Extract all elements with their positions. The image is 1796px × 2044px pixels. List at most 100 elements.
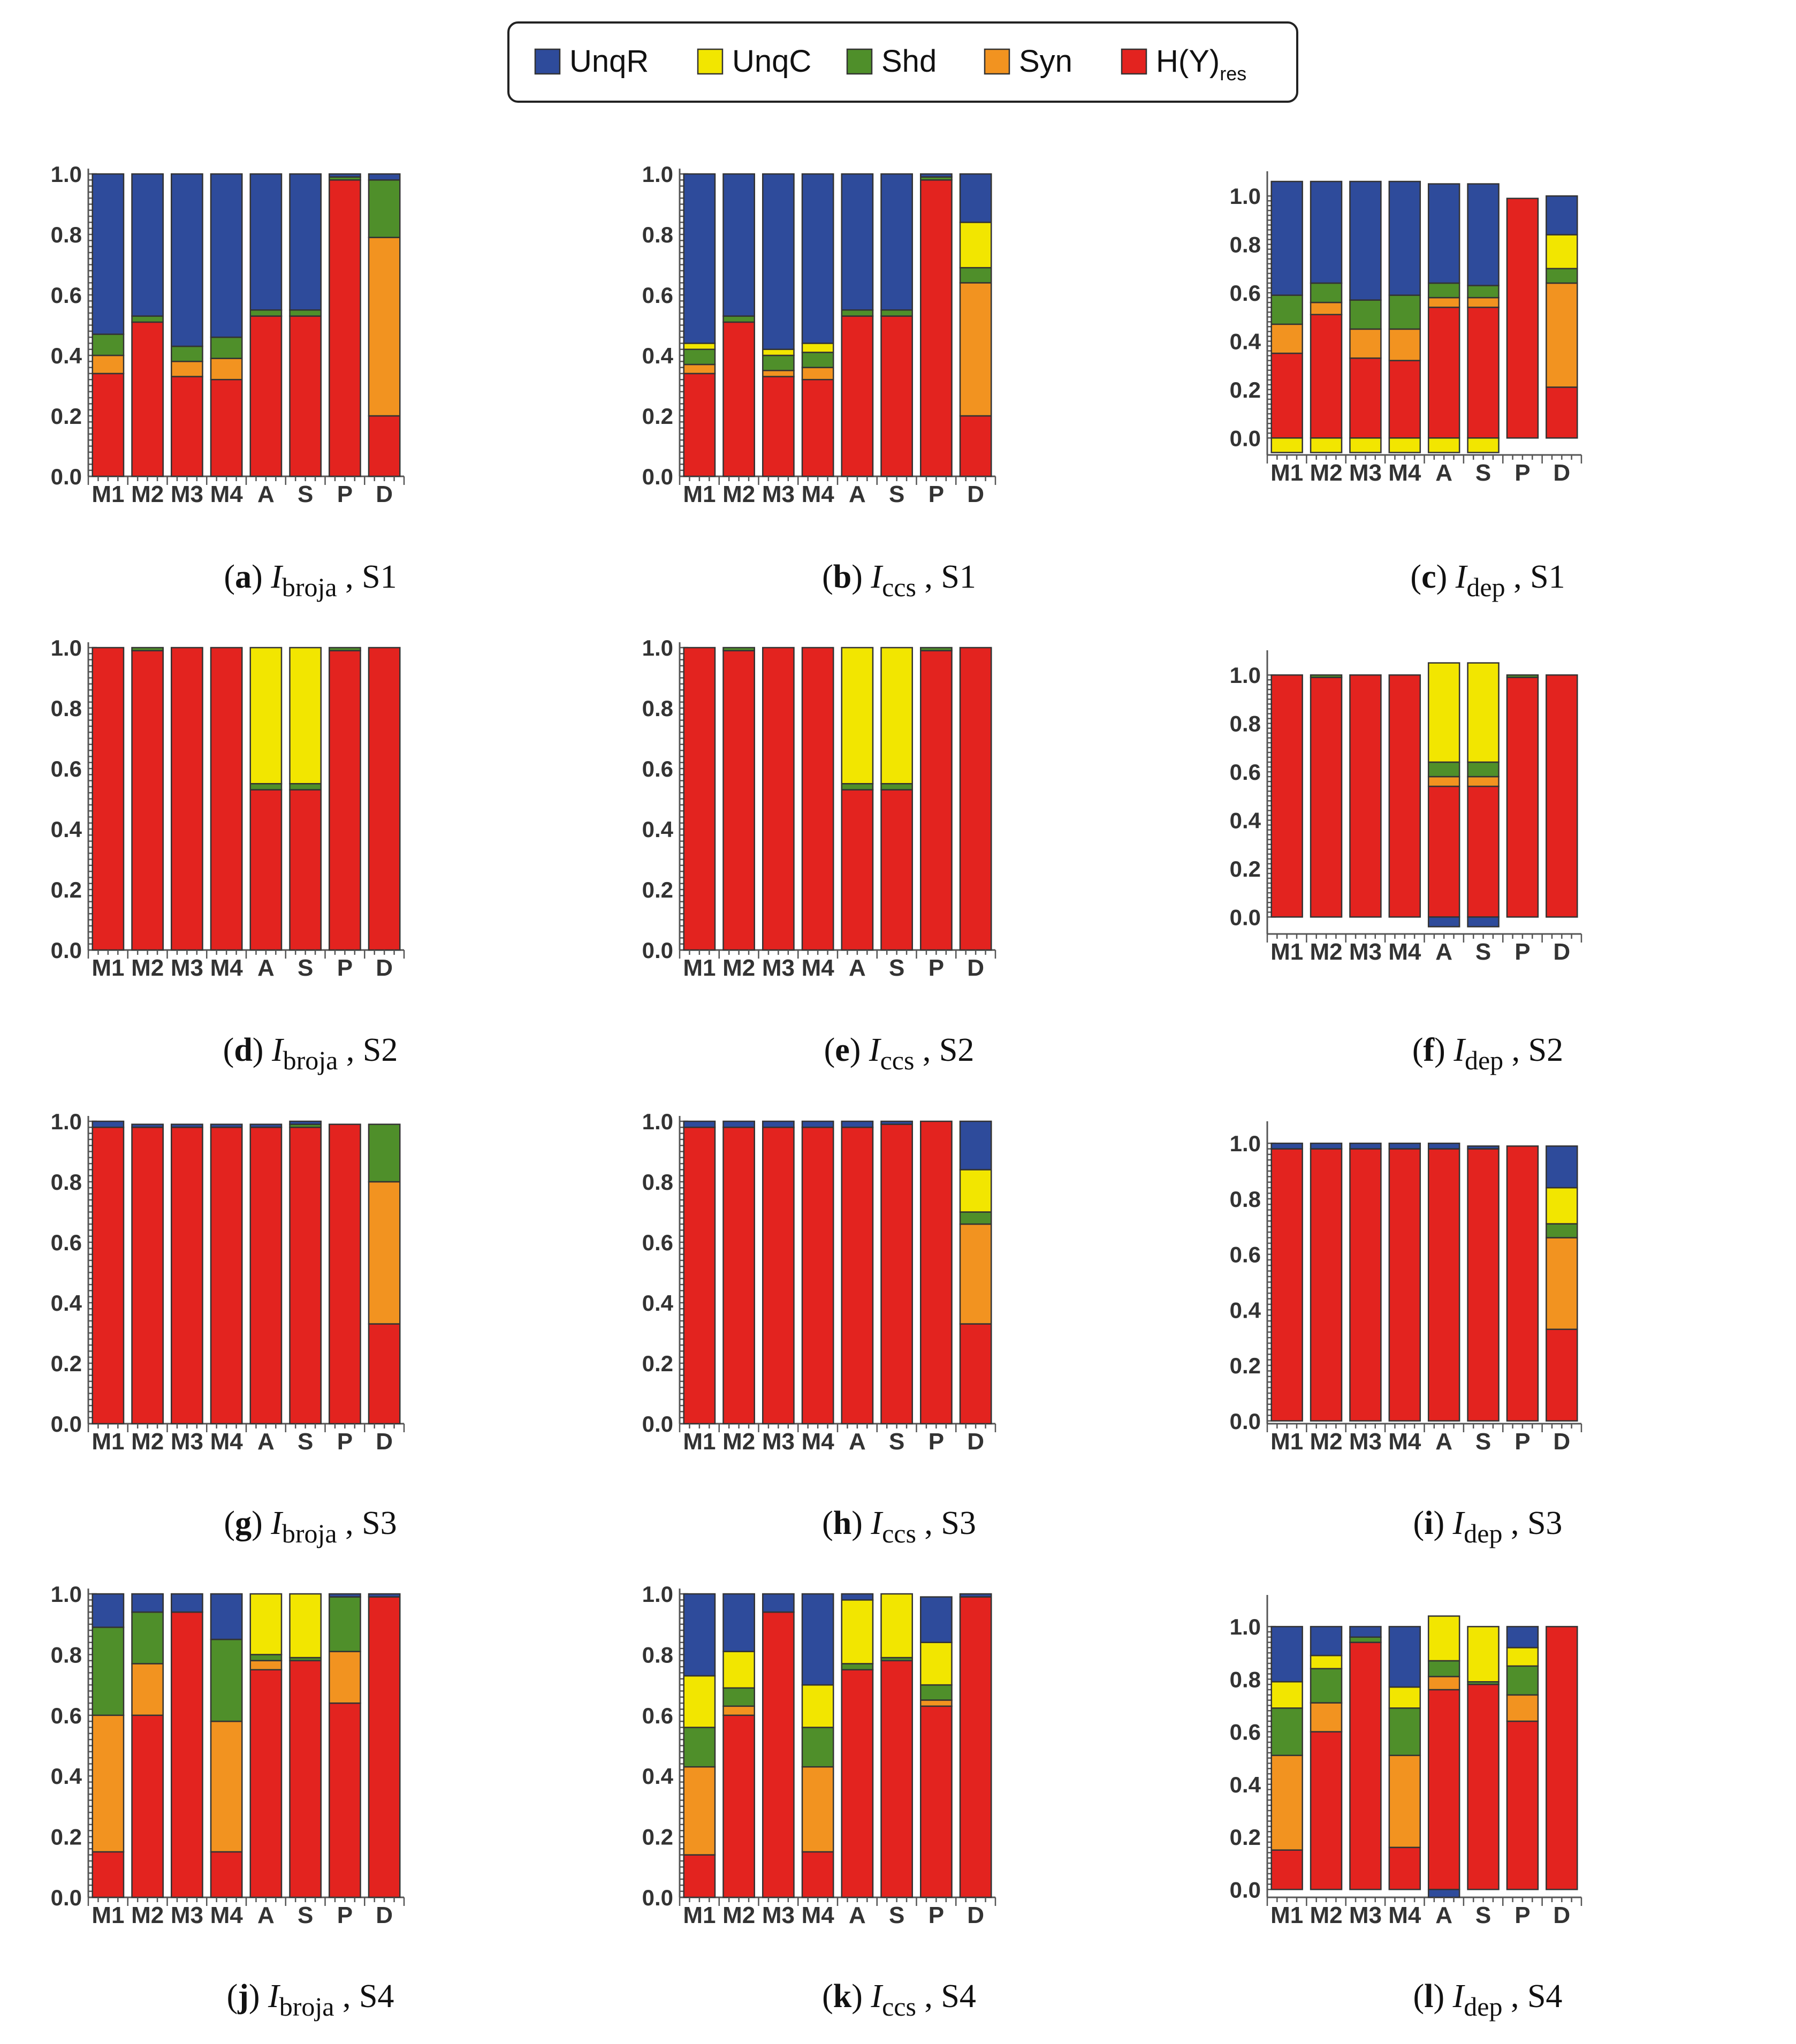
bar-segment-hyres xyxy=(92,373,125,477)
x-tick-label: M2 xyxy=(131,1428,164,1455)
panel-i: 0.0 0.2 0.4 0.6 0.8 1.0 M1 M2 M3 M4 A S P D (i) Idep ,… xyxy=(1230,1121,1582,1548)
y-tick-label: 0.6 xyxy=(642,756,673,781)
bar-segment-hyres xyxy=(762,376,795,477)
y-tick-label: 0.8 xyxy=(642,696,673,721)
bar-segment-shd xyxy=(683,1727,716,1768)
y-tick-label: 1.0 xyxy=(1230,1131,1261,1156)
bar-segment-hyres xyxy=(328,1702,361,1898)
panel-caption-f: (f) Idep , S2 xyxy=(1412,1032,1563,1075)
bar-segment-shd xyxy=(762,354,795,371)
x-tick-label: D xyxy=(1553,460,1570,486)
bar-segment-shd xyxy=(841,309,874,317)
bar-segment-unqr xyxy=(368,173,401,181)
bar-segment-syn xyxy=(210,1720,243,1853)
x-tick-label: P xyxy=(929,1428,944,1455)
x-tick-label: M4 xyxy=(210,1428,243,1455)
bar-segment-syn xyxy=(249,1660,283,1670)
bar-segment-hyres xyxy=(919,179,953,477)
y-tick-label: 1.0 xyxy=(1230,663,1261,688)
panel-j: 0.0 0.2 0.4 0.6 0.8 1.0 M1 M2 M3 M4 A S P D (j) Ibroja… xyxy=(51,1582,405,2022)
x-tick-label: D xyxy=(376,481,393,507)
bar-segment-shd xyxy=(683,348,716,366)
bar-segment-hyres xyxy=(1388,360,1421,439)
panel-caption-b: (b) Iccs , S1 xyxy=(822,559,976,602)
bar-segment-syn xyxy=(1427,297,1460,308)
y-tick-label: 1.0 xyxy=(51,635,82,660)
bar-segment-unqr xyxy=(959,1120,992,1171)
panel-caption-d: (d) Ibroja , S2 xyxy=(223,1032,398,1075)
y-tick-label: 0.8 xyxy=(642,1169,673,1195)
y-tick-label: 0.0 xyxy=(642,1885,673,1910)
x-tick-label: M3 xyxy=(762,955,795,981)
x-tick-label: P xyxy=(1515,460,1530,486)
bar-segment-unqr xyxy=(683,1593,716,1677)
bar-segment-hyres xyxy=(919,650,953,951)
bar-segment-hyres xyxy=(762,647,795,951)
x-tick-label: M1 xyxy=(92,1902,124,1928)
bar-segment-hyres xyxy=(210,1127,243,1425)
bar-segment-hyres xyxy=(1506,1720,1539,1890)
bar-segment-hyres xyxy=(1467,1148,1500,1422)
x-tick-label: M3 xyxy=(1349,1428,1382,1455)
bar-segment-shd xyxy=(1546,268,1578,284)
bar-segment-unqr xyxy=(131,1123,164,1128)
bar-segment-hyres xyxy=(92,1851,125,1898)
bar-segment-hyres xyxy=(1349,1642,1382,1890)
bar-segment-unqr xyxy=(1427,1889,1460,1898)
bar-segment-hyres xyxy=(722,321,756,477)
y-tick-label: 0.8 xyxy=(51,696,82,721)
bar-segment-unqr xyxy=(249,173,283,311)
bar-segment-unqc xyxy=(1506,1647,1539,1667)
bar-segment-hyres xyxy=(841,789,874,951)
y-tick-label: 0.0 xyxy=(1230,1877,1261,1902)
panel-h: 0.0 0.2 0.4 0.6 0.8 1.0 M1 M2 M3 M4 A S P D (h) Iccs ,… xyxy=(642,1109,996,1548)
bar-segment-unqc xyxy=(1270,437,1303,453)
bar-segment-syn xyxy=(368,237,401,417)
panel-c: 0.0 0.2 0.4 0.6 0.8 1.0 M1 M2 M3 M4 A S P D (c) Idep ,… xyxy=(1230,171,1582,602)
y-tick-label: 1.0 xyxy=(642,635,673,660)
bar-segment-hyres xyxy=(1506,677,1539,918)
bar-segment-shd xyxy=(1388,1707,1421,1757)
bar-segment-hyres xyxy=(919,1705,953,1898)
x-tick-label: M2 xyxy=(1310,460,1343,486)
y-tick-label: 0.8 xyxy=(1230,1667,1261,1692)
bar-segment-unqr xyxy=(722,1120,756,1128)
bar-segment-shd xyxy=(328,647,361,651)
bar-segment-unqr xyxy=(289,1120,322,1125)
bar-segment-unqc xyxy=(762,348,795,356)
bar-segment-shd xyxy=(289,309,322,317)
bar-segment-unqc xyxy=(1467,662,1500,763)
bar-segment-hyres xyxy=(1427,1148,1460,1422)
bar-segment-shd xyxy=(1467,761,1500,778)
y-tick-label: 1.0 xyxy=(51,1109,82,1134)
x-tick-label: M4 xyxy=(802,481,835,507)
bar-segment-hyres xyxy=(1310,314,1343,439)
bar-segment-unqc xyxy=(722,1651,756,1689)
bar-segment-unqc xyxy=(1349,437,1382,453)
bar-segment-shd xyxy=(959,267,992,284)
bar-segment-shd xyxy=(1310,282,1343,303)
x-tick-label: M4 xyxy=(210,1902,243,1928)
bar-segment-hyres xyxy=(1546,386,1578,439)
bar-segment-unqr xyxy=(1388,180,1421,296)
x-tick-label: M4 xyxy=(210,481,243,507)
bar-segment-unqr xyxy=(722,173,756,317)
x-tick-label: D xyxy=(967,1428,984,1455)
bar-segment-shd xyxy=(92,1627,125,1716)
x-tick-label: A xyxy=(257,481,275,507)
bar-segment-unqc xyxy=(959,222,992,269)
bar-segment-shd xyxy=(880,783,914,791)
legend-label-unqr: UnqR xyxy=(569,44,649,79)
y-tick-label: 0.2 xyxy=(51,1351,82,1376)
y-tick-label: 0.0 xyxy=(51,1885,82,1910)
bar-segment-syn xyxy=(1467,776,1500,787)
bar-segment-shd xyxy=(801,352,834,368)
bar-segment-unqr xyxy=(1427,183,1460,284)
bar-segment-hyres xyxy=(368,1596,401,1898)
panel-caption-i: (i) Idep , S3 xyxy=(1413,1505,1563,1548)
x-tick-label: A xyxy=(1435,1428,1452,1455)
bar-segment-unqr xyxy=(210,173,243,338)
x-tick-label: M2 xyxy=(722,1428,755,1455)
bar-segment-unqr xyxy=(170,1123,203,1128)
bar-segment-shd xyxy=(210,1638,243,1722)
